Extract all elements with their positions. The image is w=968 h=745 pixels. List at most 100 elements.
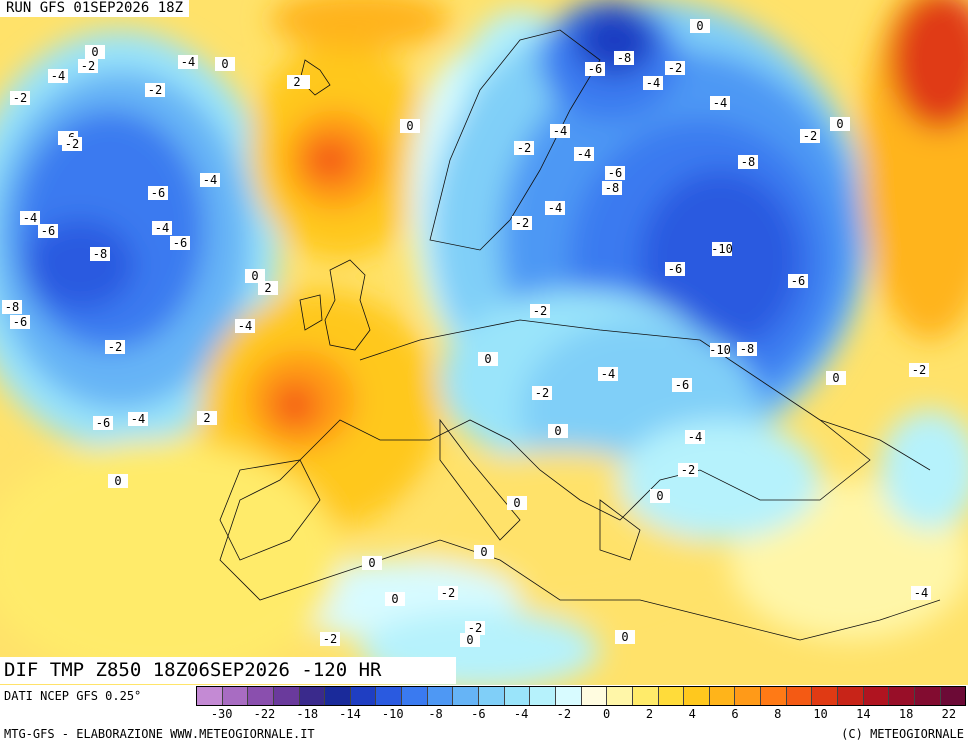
isoline-label: 0 xyxy=(480,545,487,559)
legend-swatch xyxy=(530,687,556,705)
isoline-label: 0 xyxy=(696,19,703,33)
isoline-label-bg xyxy=(507,496,527,510)
legend-swatch xyxy=(479,687,505,705)
isoline-label: -6 xyxy=(588,62,602,76)
credits-right: (C) METEOGIORNALE xyxy=(841,727,964,741)
legend-swatch xyxy=(376,687,403,705)
isoline-label-bg xyxy=(20,211,40,225)
isoline-label: -2 xyxy=(65,137,79,151)
isoline-label: -6 xyxy=(791,274,805,288)
legend-tick-label: 4 xyxy=(688,707,696,721)
isoline-label-bg xyxy=(10,91,30,105)
isoline-label-bg xyxy=(145,83,165,97)
isoline-label: 0 xyxy=(836,117,843,131)
legend-swatch xyxy=(299,687,326,705)
isoline-label-bg xyxy=(909,363,929,377)
isoline-label-bg xyxy=(320,632,340,646)
legend-tick-label: 18 xyxy=(898,707,914,721)
isoline-label-bg xyxy=(512,216,532,230)
legend-tick-label: -18 xyxy=(296,707,319,721)
isoline-label-bg xyxy=(400,119,420,133)
isoline-label: -2 xyxy=(81,59,95,73)
legend-tick-label: -2 xyxy=(556,707,572,721)
isoline-label: -4 xyxy=(181,55,195,69)
anomaly-field xyxy=(0,0,968,685)
isoline-label: -4 xyxy=(51,69,65,83)
legend-swatch xyxy=(761,687,787,705)
isoline-label: 2 xyxy=(293,75,300,89)
isoline-label: 0 xyxy=(554,424,561,438)
legend-swatch xyxy=(581,687,608,705)
isoline-label: 0 xyxy=(832,371,839,385)
isoline-label-bg xyxy=(93,416,113,430)
isoline-label: 0 xyxy=(466,633,473,647)
isoline-label: -6 xyxy=(675,378,689,392)
isoline-label-bg xyxy=(605,166,625,180)
isoline-label: -4 xyxy=(131,412,145,426)
data-source: DATI NCEP GFS 0.25° xyxy=(4,689,142,703)
greece-outline xyxy=(599,499,641,561)
isoline-label: -4 xyxy=(914,586,928,600)
color-scale-ticks: -30-22-18-14-10-8-6-4-2024681014182230 xyxy=(196,707,966,723)
legend-swatch xyxy=(427,687,454,705)
isoline-label-bg xyxy=(665,61,685,75)
isoline-label: 0 xyxy=(391,592,398,606)
legend-tick-label: -30 xyxy=(210,707,233,721)
scandinavia-outline xyxy=(429,29,601,251)
isoline-label-bg xyxy=(215,57,235,71)
legend-swatch xyxy=(453,687,480,705)
legend-swatch xyxy=(248,687,274,705)
isoline-label: -2 xyxy=(13,91,27,105)
isoline-label-bg xyxy=(245,269,265,283)
isoline-label: -6 xyxy=(41,224,55,238)
isoline-label: -4 xyxy=(548,201,562,215)
isoline-label-bg xyxy=(78,59,98,73)
isoline-label-bg xyxy=(38,224,58,238)
legend-swatch xyxy=(914,687,941,705)
isoline-label-bg xyxy=(62,137,82,151)
isoline-label-bg xyxy=(514,141,534,155)
isoline-label-bg xyxy=(105,340,125,354)
legend-tick-label: -22 xyxy=(253,707,276,721)
isoline-label: -2 xyxy=(535,386,549,400)
isoline-label: -4 xyxy=(713,96,727,110)
isoline-label: 0 xyxy=(114,474,121,488)
isoline-labels: 0-2-2-4-2-202-6-40-6-6-4-4-6-802-4-8-6-2… xyxy=(2,3,931,647)
isoline-label-bg xyxy=(128,412,148,426)
isoline-label: 0 xyxy=(621,630,628,644)
isoline-label-bg xyxy=(672,378,692,392)
isoline-label-bg xyxy=(170,236,190,250)
isoline-label: -8 xyxy=(5,300,19,314)
isoline-label: 0 xyxy=(406,119,413,133)
isoline-label-bg xyxy=(826,371,846,385)
legend-swatch xyxy=(607,687,633,705)
isoline-label-bg xyxy=(362,556,382,570)
isoline-label-bg xyxy=(665,262,685,276)
legend-swatch xyxy=(632,687,659,705)
isoline-label: -2 xyxy=(323,632,337,646)
isoline-label-bg xyxy=(710,343,730,357)
isoline-label: -4 xyxy=(23,211,37,225)
isoline-label: -2 xyxy=(912,363,926,377)
isoline-label-bg xyxy=(258,281,278,295)
isoline-label: -4 xyxy=(646,76,660,90)
isoline-label-bg xyxy=(585,62,605,76)
isoline-label-bg xyxy=(478,352,498,366)
italy-outline xyxy=(439,418,521,541)
continent-outline xyxy=(219,319,941,641)
legend-swatch xyxy=(889,687,915,705)
isoline-label-bg xyxy=(2,300,22,314)
isoline-label: -4 xyxy=(155,221,169,235)
isoline-label-bg xyxy=(148,186,168,200)
color-scale-bar xyxy=(196,686,966,706)
isoline-label: -6 xyxy=(173,236,187,250)
legend-swatch xyxy=(863,687,890,705)
isoline-label-bg xyxy=(615,630,635,644)
isoline-label-bg xyxy=(737,342,757,356)
legend-swatch xyxy=(735,687,762,705)
isoline-label-bg xyxy=(788,274,808,288)
iberia-outline xyxy=(219,459,321,561)
ireland-outline xyxy=(299,294,323,331)
isoline-label: -10 xyxy=(711,242,733,256)
isoline-label: -10 xyxy=(709,343,731,357)
